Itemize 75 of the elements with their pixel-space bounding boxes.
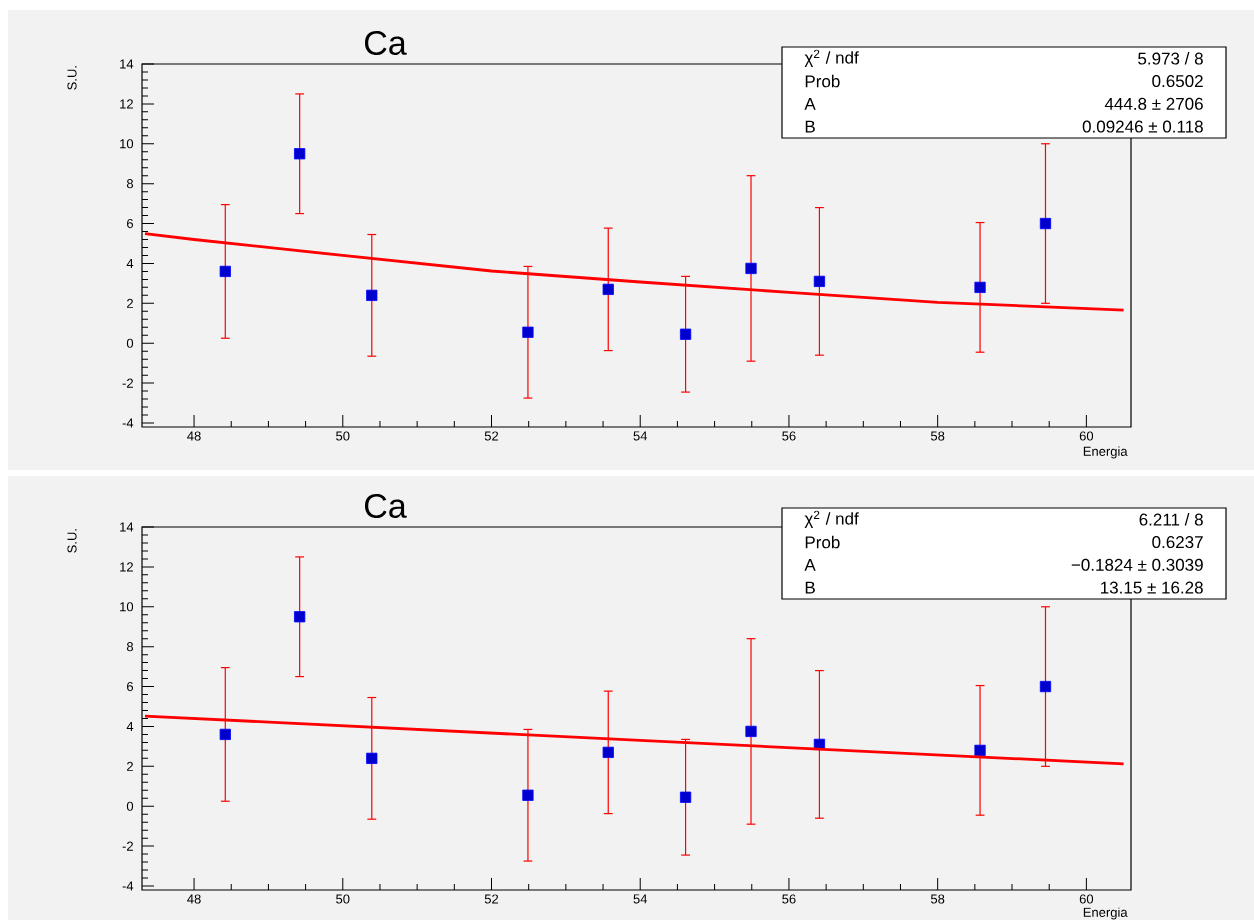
- x-tick-label: 60: [1079, 894, 1094, 904]
- y-tick-label: -2: [122, 841, 133, 851]
- point: [974, 281, 986, 293]
- x-tick-label: 58: [930, 894, 945, 904]
- annotation: Prob: [805, 74, 840, 88]
- y-tick-label: 8: [126, 642, 134, 652]
- annotation: 444.8 ± 2706: [1104, 97, 1203, 110]
- y-tick-label: 0: [126, 801, 134, 811]
- text: 6.211 / 8: [1139, 513, 1203, 526]
- text: 0.6237: [1152, 536, 1203, 549]
- chart-title: Ca: [365, 493, 407, 519]
- x-axis-title: Energia: [1083, 907, 1128, 920]
- point: [522, 326, 534, 338]
- point: [219, 265, 231, 278]
- x-tick-label: 52: [484, 894, 499, 904]
- annotation: Prob: [805, 535, 840, 549]
- y-tick-label: 12: [120, 562, 133, 572]
- y-tick-label: 6: [127, 218, 134, 229]
- x-axis-title: Energia: [1083, 446, 1128, 459]
- y-tick-label: 14: [120, 522, 134, 532]
- point: [745, 725, 757, 738]
- y-tick-label: 12: [120, 99, 133, 109]
- y-tick-label: 8: [126, 179, 134, 189]
- point: [294, 148, 306, 160]
- x-tick-label: 54: [633, 894, 648, 904]
- y-tick-label: 14: [120, 59, 134, 69]
- text: 0.6502: [1152, 75, 1203, 88]
- y-tick-label: 10: [120, 602, 134, 612]
- y-tick-label: -4: [122, 881, 134, 891]
- annotation: 13.15 ± 16.28: [1101, 581, 1203, 594]
- x-tick-label: 56: [782, 431, 796, 441]
- x-tick-label: 52: [484, 431, 499, 441]
- point: [1039, 217, 1052, 230]
- y-tick-label: -4: [122, 418, 134, 428]
- annotation: −0.1824 ± 0.3039: [1071, 558, 1203, 571]
- x-tick-label: 54: [633, 431, 648, 441]
- point: [219, 728, 231, 741]
- annotation: χ$^{2}$ / ndf: [804, 49, 859, 68]
- point: [679, 328, 692, 340]
- point: [294, 611, 306, 623]
- y-axis-title: S.U.: [67, 66, 77, 90]
- annotation: 0.09246 ± 0.118: [1082, 120, 1203, 133]
- annotation: B: [805, 581, 815, 594]
- point: [679, 791, 692, 803]
- y-tick-label: 4: [126, 258, 134, 268]
- y-tick-label: 4: [126, 721, 134, 731]
- annotation: A: [804, 559, 816, 571]
- annotation: χ$^{2}$ / ndf: [804, 510, 859, 529]
- annotation: A: [804, 98, 816, 110]
- y-tick-label: 2: [127, 761, 133, 771]
- point: [745, 262, 757, 275]
- annotation: B: [805, 120, 815, 133]
- x-tick-label: 58: [930, 431, 945, 441]
- point: [366, 289, 378, 301]
- text: 5.973 / 8: [1138, 52, 1203, 65]
- y-axis-title: S.U.: [67, 529, 77, 553]
- point: [813, 275, 826, 287]
- y-tick-label: -2: [122, 378, 133, 388]
- y-tick-label: 0: [126, 338, 134, 348]
- point: [602, 283, 614, 295]
- point: [974, 744, 986, 756]
- y-tick-label: 6: [127, 681, 134, 692]
- chart-title: Ca: [365, 30, 407, 56]
- y-tick-label: 2: [127, 298, 133, 308]
- x-tick-label: 60: [1079, 431, 1094, 441]
- x-tick-label: 56: [782, 894, 796, 904]
- x-tick-label: 50: [336, 894, 350, 904]
- y-tick-label: 10: [120, 139, 134, 149]
- x-tick-label: 48: [187, 894, 201, 904]
- point: [602, 746, 614, 758]
- x-tick-label: 50: [336, 431, 350, 441]
- point: [522, 789, 534, 801]
- x-tick-label: 48: [187, 431, 201, 441]
- point: [366, 752, 378, 764]
- point: [1039, 680, 1052, 693]
